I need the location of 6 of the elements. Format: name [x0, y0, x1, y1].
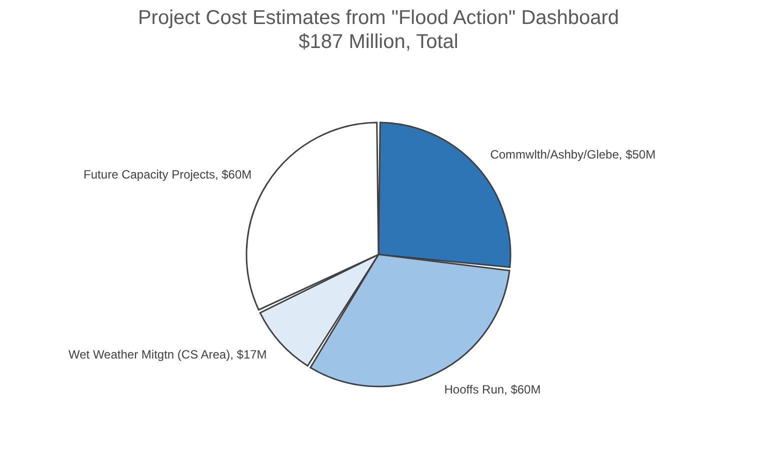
- slice-label: Commwlth/Ashby/Glebe, $50M: [490, 147, 656, 162]
- chart-title: Project Cost Estimates from "Flood Action" Dashboard: [138, 7, 620, 29]
- chart-subtitle: $187 Million, Total: [298, 31, 458, 53]
- slice-label: Future Capacity Projects, $60M: [84, 167, 252, 182]
- slice-label: Hooffs Run, $60M: [444, 382, 541, 396]
- slice-label: Wet Weather Mitgtn (CS Area), $17M: [68, 348, 267, 362]
